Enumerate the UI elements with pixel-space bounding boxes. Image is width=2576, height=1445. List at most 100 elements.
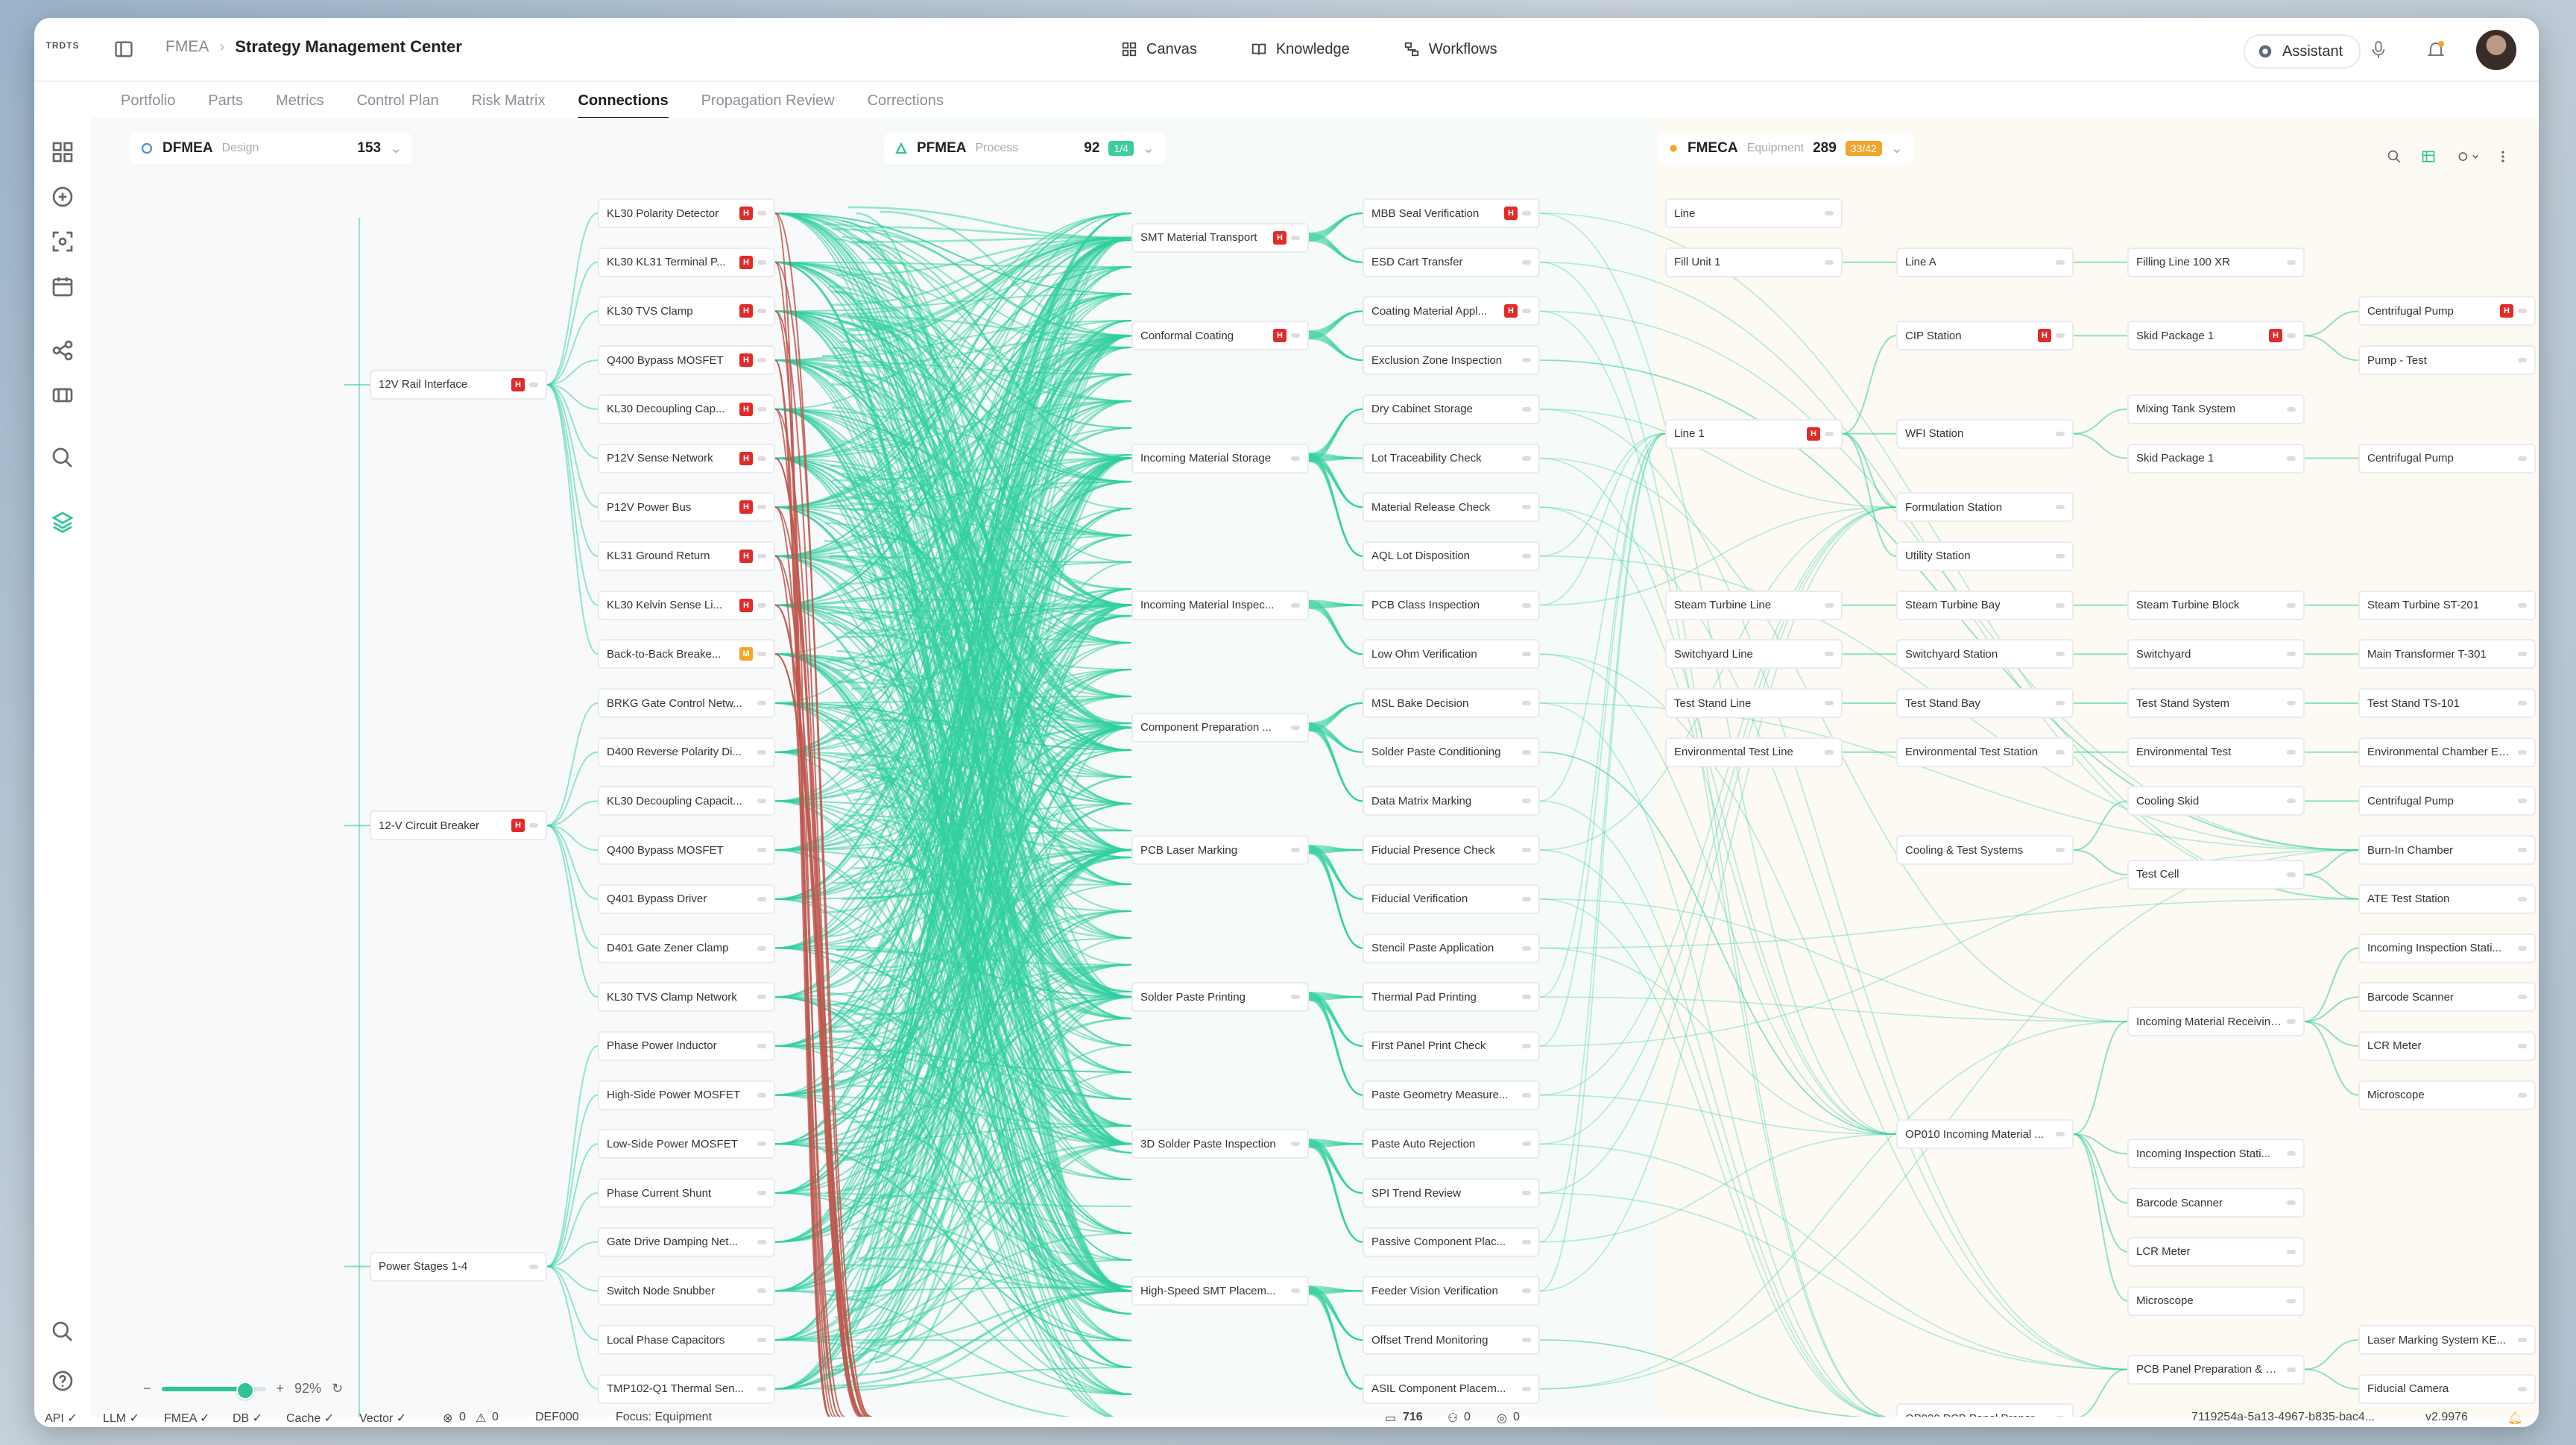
expand-handle-icon[interactable] <box>1522 1338 1531 1343</box>
expand-handle-icon[interactable] <box>2518 1092 2527 1098</box>
notification-bell-icon[interactable] <box>2427 40 2445 60</box>
pfmea-group-node[interactable]: Incoming Material Storage <box>1131 443 1309 473</box>
dfmea-group-node[interactable]: 12-V Circuit Breaker H <box>370 810 547 841</box>
fmeca-system-node[interactable]: Skid Package 1 <box>2127 443 2305 473</box>
fmeca-system-node[interactable]: LCR Meter <box>2127 1236 2305 1267</box>
expand-handle-icon[interactable] <box>1522 553 1531 558</box>
pfmea-item-node[interactable]: MSL Bake Decision <box>1363 688 1540 718</box>
expand-handle-icon[interactable] <box>1522 799 1531 804</box>
sidebar-toggle-icon[interactable] <box>113 39 134 60</box>
expand-handle-icon[interactable] <box>1522 749 1531 755</box>
expand-handle-icon[interactable] <box>2518 309 2527 314</box>
expand-handle-icon[interactable] <box>1522 1288 1531 1294</box>
fmeca-station-node[interactable]: OP020 PCB Panel Prepar... <box>1896 1403 2074 1417</box>
fmeca-equipment-node[interactable]: Main Transformer T-301 <box>2358 639 2536 670</box>
expand-handle-icon[interactable] <box>2056 259 2065 265</box>
pfmea-item-node[interactable]: Thermal Pad Printing <box>1363 982 1540 1013</box>
app-logo[interactable]: TRDTS <box>45 40 80 51</box>
expand-handle-icon[interactable] <box>2287 602 2296 608</box>
expand-handle-icon[interactable] <box>757 749 766 755</box>
expand-handle-icon[interactable] <box>757 602 766 608</box>
pfmea-item-node[interactable]: Fiducial Verification <box>1363 884 1540 914</box>
dfmea-item-node[interactable]: Q401 Bypass Driver <box>598 884 775 914</box>
expand-handle-icon[interactable] <box>2287 1367 2296 1372</box>
expand-handle-icon[interactable] <box>2287 406 2296 412</box>
focus-indicator[interactable]: Focus: Equipment <box>616 1411 712 1423</box>
expand-handle-icon[interactable] <box>757 456 766 461</box>
fmeca-system-node[interactable]: Incoming Inspection Stati... <box>2127 1139 2305 1169</box>
assistant-button[interactable]: Assistant <box>2244 34 2361 69</box>
fmeca-line-node[interactable]: Test Stand Line <box>1665 688 1843 718</box>
fmeca-line-node[interactable]: Line <box>1665 198 1843 228</box>
expand-handle-icon[interactable] <box>2518 701 2527 705</box>
expand-handle-icon[interactable] <box>757 406 766 412</box>
fmeca-system-node[interactable]: Barcode Scanner <box>2127 1188 2305 1218</box>
pfmea-item-node[interactable]: Lot Traceability Check <box>1363 443 1540 473</box>
pfmea-item-node[interactable]: Feeder Vision Verification <box>1363 1276 1540 1306</box>
expand-handle-icon[interactable] <box>1291 333 1300 339</box>
expand-handle-icon[interactable] <box>2518 848 2527 853</box>
expand-handle-icon[interactable] <box>529 382 538 387</box>
settings-dropdown-icon[interactable] <box>2455 149 2481 164</box>
expand-handle-icon[interactable] <box>2056 848 2065 853</box>
expand-handle-icon[interactable] <box>1522 848 1531 853</box>
fmeca-equipment-node[interactable]: Microscope <box>2358 1080 2536 1110</box>
expand-handle-icon[interactable] <box>1825 431 1834 436</box>
fmeca-system-node[interactable]: PCB Panel Preparation & La... <box>2127 1354 2305 1385</box>
dfmea-item-node[interactable]: KL31 Ground Return H <box>598 541 775 571</box>
expand-handle-icon[interactable] <box>757 1338 766 1343</box>
expand-handle-icon[interactable] <box>757 799 766 804</box>
expand-handle-icon[interactable] <box>2287 456 2296 461</box>
pfmea-group-node[interactable]: Incoming Material Inspec... <box>1131 590 1309 620</box>
fmeca-line-node[interactable]: Steam Turbine Line <box>1665 590 1843 620</box>
nav-workflows[interactable]: Workflows <box>1404 34 1497 64</box>
expand-handle-icon[interactable] <box>2518 799 2527 804</box>
dfmea-item-node[interactable]: Back-to-Back Breake... M <box>598 639 775 670</box>
expand-handle-icon[interactable] <box>757 211 766 215</box>
pfmea-group-node[interactable]: SMT Material Transport H <box>1131 222 1309 253</box>
tab-control-plan[interactable]: Control Plan <box>356 92 439 109</box>
dfmea-item-node[interactable]: Q400 Bypass MOSFET <box>598 835 775 866</box>
pfmea-item-node[interactable]: Passive Component Plac... <box>1363 1227 1540 1257</box>
expand-handle-icon[interactable] <box>2287 1249 2296 1254</box>
expand-handle-icon[interactable] <box>1825 701 1834 705</box>
expand-handle-icon[interactable] <box>1522 701 1531 705</box>
chevron-down-icon[interactable]: ⌄ <box>1890 140 1903 157</box>
expand-handle-icon[interactable] <box>2518 945 2527 951</box>
expand-handle-icon[interactable] <box>1522 456 1531 461</box>
dfmea-item-node[interactable]: KL30 Decoupling Capacit... <box>598 786 775 816</box>
pfmea-group-node[interactable]: High-Speed SMT Placem... <box>1131 1276 1309 1306</box>
expand-handle-icon[interactable] <box>1291 995 1300 1000</box>
pfmea-group-node[interactable]: PCB Laser Marking <box>1131 835 1309 866</box>
dfmea-item-node[interactable]: P12V Sense Network H <box>598 443 775 473</box>
dfmea-item-node[interactable]: KL30 Kelvin Sense Li... H <box>598 590 775 620</box>
fmeca-line-node[interactable]: Line 1 H <box>1665 418 1843 449</box>
dfmea-item-node[interactable]: TMP102-Q1 Thermal Sen... <box>598 1373 775 1404</box>
expand-handle-icon[interactable] <box>757 896 766 901</box>
fmeca-system-node[interactable]: Incoming Material Receiving... <box>2127 1007 2305 1037</box>
expand-handle-icon[interactable] <box>757 848 766 853</box>
pfmea-item-node[interactable]: ESD Cart Transfer <box>1363 247 1540 277</box>
expand-handle-icon[interactable] <box>529 823 538 828</box>
reset-zoom-icon[interactable]: ↻ <box>332 1381 344 1396</box>
expand-handle-icon[interactable] <box>1522 995 1531 1000</box>
pfmea-item-node[interactable]: Solder Paste Conditioning <box>1363 737 1540 767</box>
fmeca-equipment-node[interactable]: Pump - Test <box>2358 345 2536 376</box>
expand-handle-icon[interactable] <box>1522 358 1531 363</box>
help-icon[interactable] <box>51 1369 75 1393</box>
pfmea-item-node[interactable]: Low Ohm Verification <box>1363 639 1540 670</box>
fmeca-equipment-node[interactable]: Laser Marking System KE... <box>2358 1325 2536 1356</box>
tab-propagation-review[interactable]: Propagation Review <box>701 92 835 109</box>
fmeca-station-node[interactable]: CIP Station H <box>1896 321 2074 351</box>
expand-handle-icon[interactable] <box>2056 333 2065 339</box>
expand-handle-icon[interactable] <box>2056 602 2065 608</box>
fmeca-system-node[interactable]: Mixing Tank System <box>2127 394 2305 424</box>
dfmea-item-node[interactable]: KL30 Decoupling Cap... H <box>598 394 775 424</box>
expand-handle-icon[interactable] <box>529 1264 538 1269</box>
expand-handle-icon[interactable] <box>757 553 766 558</box>
expand-handle-icon[interactable] <box>1825 602 1834 608</box>
more-vertical-icon[interactable] <box>2500 149 2506 164</box>
fmeca-system-node[interactable]: Test Cell <box>2127 859 2305 890</box>
fmeca-station-node[interactable]: Steam Turbine Bay <box>1896 590 2074 620</box>
expand-handle-icon[interactable] <box>757 1092 766 1098</box>
